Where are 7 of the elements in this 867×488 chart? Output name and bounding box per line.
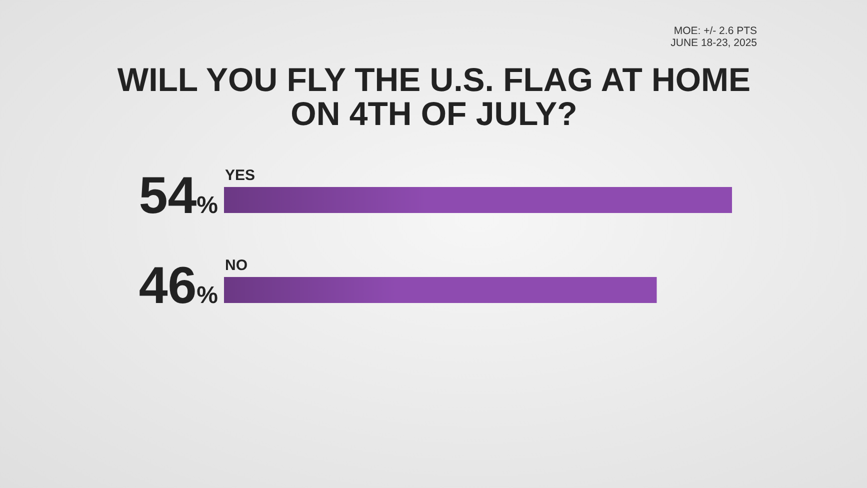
data-label: 46%: [138, 257, 218, 315]
text: JUNE 18-23, 2025: [670, 37, 758, 49]
chart-title: WILL YOU FLY THE U.S. FLAG AT HOME ON 4TH OF JULY?: [117, 61, 751, 132]
y-tick-label: NO: [225, 257, 248, 274]
data-label: 54%: [138, 167, 218, 225]
text: MOE: +/- 2.6 PTS: [674, 25, 757, 37]
y-tick-label: YES: [225, 167, 256, 184]
